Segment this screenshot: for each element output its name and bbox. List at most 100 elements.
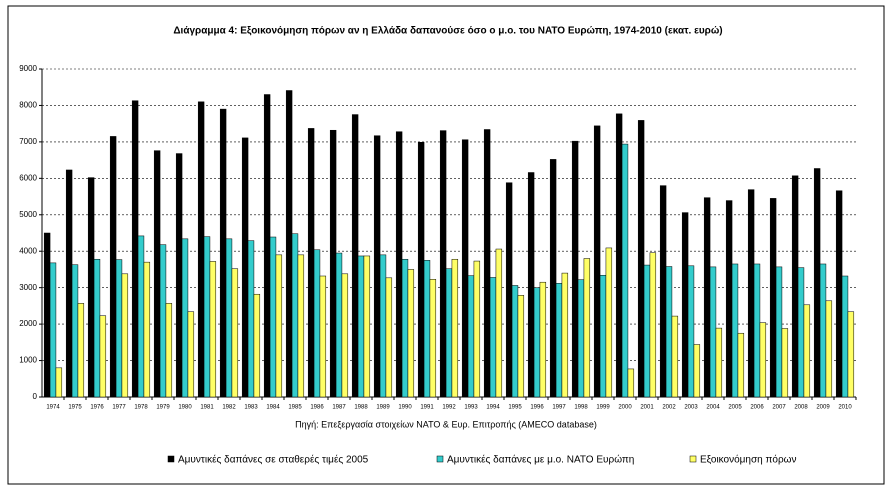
bar <box>285 90 293 398</box>
bar <box>351 114 359 398</box>
y-tick-label: 8000 <box>19 101 37 110</box>
bar <box>561 272 569 398</box>
bar <box>615 113 623 398</box>
bar <box>753 263 761 398</box>
bar <box>49 262 57 398</box>
bar <box>467 275 475 398</box>
bar <box>291 233 299 398</box>
x-tick-label: 1995 <box>508 405 522 411</box>
bar <box>775 266 783 398</box>
x-tick-label: 1997 <box>552 405 566 411</box>
bar <box>159 244 167 398</box>
bar <box>583 258 591 398</box>
x-tick-label: 2003 <box>684 405 698 411</box>
bar <box>109 136 117 398</box>
bar <box>517 295 525 398</box>
bar <box>495 248 503 398</box>
bar <box>483 129 491 398</box>
bar <box>181 238 189 398</box>
bar <box>417 142 425 398</box>
bar <box>473 260 481 398</box>
bar <box>313 249 321 398</box>
bar <box>231 268 239 398</box>
x-tick-label: 1987 <box>332 405 346 411</box>
legend-label: Αμυντικές δαπάνες σε σταθερές τιμές 2005 <box>178 454 369 466</box>
bar <box>275 254 283 398</box>
bar <box>423 260 431 398</box>
bar <box>55 367 63 398</box>
bar <box>43 232 51 398</box>
bar <box>835 190 843 398</box>
bar <box>197 101 205 398</box>
x-tick-label: 1996 <box>530 405 544 411</box>
bar <box>429 279 437 398</box>
bar <box>533 287 541 398</box>
chart-title: Διάγραμμα 4: Εξοικονόμηση πόρων αν η Ελλ… <box>173 26 722 37</box>
bar <box>175 153 183 398</box>
bar <box>77 303 85 398</box>
bar <box>505 182 513 398</box>
bar <box>599 275 607 398</box>
bar <box>143 261 151 398</box>
bar <box>115 259 123 398</box>
bar <box>451 258 459 398</box>
bar <box>71 264 79 398</box>
x-tick-label: 2010 <box>838 405 852 411</box>
x-tick-label: 2007 <box>772 405 786 411</box>
bar <box>373 135 381 398</box>
bar <box>791 175 799 398</box>
x-tick-label: 1999 <box>596 405 610 411</box>
bar <box>445 268 453 398</box>
bar <box>709 266 717 398</box>
bar <box>527 172 535 398</box>
bar <box>307 128 315 398</box>
bar <box>219 108 227 398</box>
x-tick-label: 1978 <box>134 405 148 411</box>
bar <box>65 169 73 398</box>
bar <box>379 254 387 398</box>
legend-label: Εξοικονόμηση πόρων <box>700 454 796 466</box>
y-tick-label: 9000 <box>19 64 37 73</box>
bar <box>319 275 327 398</box>
source-note: Πηγή: Επεξεργασία στοιχείων ΝΑΤΟ & Ευρ. … <box>295 419 597 429</box>
bar <box>253 293 261 398</box>
bar <box>225 238 233 398</box>
y-tick-label: 2000 <box>19 319 37 328</box>
y-tick-label: 5000 <box>19 210 37 219</box>
x-tick-label: 1981 <box>200 405 214 411</box>
bar <box>99 315 107 398</box>
bar <box>769 198 777 398</box>
bar <box>439 130 447 398</box>
bar <box>187 311 195 398</box>
bar <box>605 247 613 398</box>
bar <box>165 303 173 398</box>
legend-swatch <box>436 455 444 463</box>
x-tick-label: 2001 <box>640 405 654 411</box>
bar <box>539 281 547 398</box>
bar <box>395 131 403 398</box>
bar <box>131 100 139 398</box>
bar <box>153 150 161 398</box>
x-tick-label: 1992 <box>442 405 456 411</box>
bar <box>803 304 811 398</box>
bar <box>241 137 249 398</box>
bar <box>781 328 789 398</box>
bar <box>269 236 277 398</box>
bar <box>693 344 701 398</box>
y-tick-label: 6000 <box>19 173 37 182</box>
x-tick-label: 2006 <box>750 405 764 411</box>
x-tick-label: 1985 <box>288 405 302 411</box>
x-tick-label: 1984 <box>266 405 280 411</box>
bar <box>203 236 211 398</box>
bar <box>577 279 585 398</box>
bar <box>247 240 255 398</box>
x-tick-label: 1983 <box>244 405 258 411</box>
legend-swatch <box>689 455 697 463</box>
bar <box>643 264 651 398</box>
x-tick-label: 1980 <box>178 405 192 411</box>
x-tick-label: 1974 <box>46 405 60 411</box>
bar <box>715 327 723 398</box>
bar <box>357 255 365 398</box>
bar <box>335 252 343 398</box>
